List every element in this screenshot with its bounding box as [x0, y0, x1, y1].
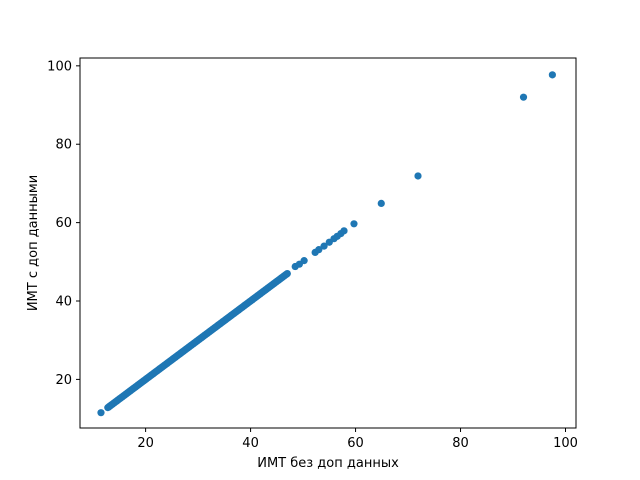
data-point-229: [97, 409, 105, 417]
x-axis-label: ИМТ без доп данных: [257, 456, 399, 471]
data-point-245: [548, 71, 556, 79]
data-point-244: [519, 93, 528, 101]
data-point-235: [320, 242, 328, 250]
data-points: [97, 71, 556, 417]
data-point-228: [283, 269, 291, 278]
data-point-241: [350, 220, 358, 228]
data-point-232: [300, 257, 308, 265]
y-tick-label-60: 60: [55, 216, 72, 231]
data-point-240: [340, 227, 348, 235]
data-point-243: [414, 172, 422, 180]
x-tick-label-40: 40: [242, 436, 259, 451]
x-axis-ticks: 20 40 60 80 100: [137, 428, 578, 451]
axes-frame: [79, 57, 577, 429]
x-tick-label-100: 100: [553, 436, 578, 451]
data-point-242: [377, 199, 385, 208]
x-tick-label-80: 80: [452, 436, 469, 451]
y-tick-label-100: 100: [47, 59, 72, 74]
y-axis-label: ИМТ с доп данными: [26, 175, 41, 311]
y-tick-label-20: 20: [55, 373, 72, 388]
y-tick-label-40: 40: [55, 295, 72, 310]
x-tick-label-60: 60: [347, 436, 364, 451]
data-point-234: [315, 246, 323, 254]
y-tick-label-80: 80: [55, 138, 72, 153]
y-axis-ticks: 20 40 60 80 100: [47, 59, 80, 388]
x-tick-label-20: 20: [137, 436, 154, 451]
